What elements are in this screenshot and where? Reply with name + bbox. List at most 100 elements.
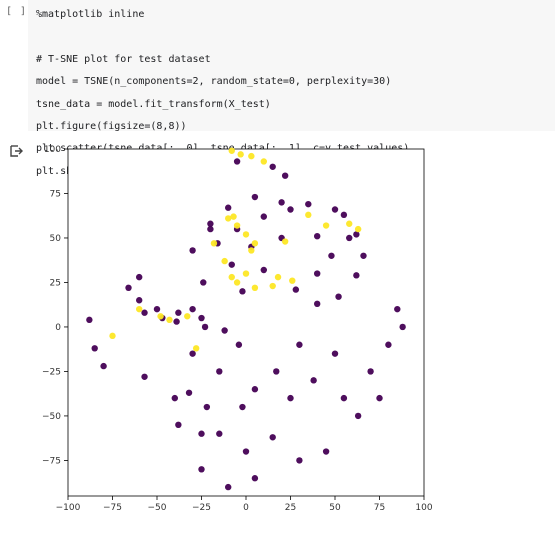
scatter-point-class-1 xyxy=(166,316,173,324)
scatter-point-class-0 xyxy=(251,193,259,201)
scatter-point-class-0 xyxy=(269,434,276,441)
scatter-point-class-1 xyxy=(274,273,282,281)
scatter-point-class-0 xyxy=(221,327,228,334)
scatter-point-class-0 xyxy=(136,297,143,304)
scatter-point-class-0 xyxy=(260,213,267,220)
scatter-point-class-0 xyxy=(296,341,303,348)
scatter-point-class-1 xyxy=(228,273,235,281)
scatter-point-class-0 xyxy=(228,261,235,268)
scatter-point-class-0 xyxy=(225,204,232,211)
scatter-point-class-1 xyxy=(354,225,362,233)
scatter-point-class-0 xyxy=(354,412,362,420)
scatter-point-class-0 xyxy=(314,232,321,240)
scatter-point-class-0 xyxy=(376,394,383,402)
code-line xyxy=(28,22,555,44)
scatter-point-class-0 xyxy=(273,368,280,375)
scatter-point-class-0 xyxy=(175,421,182,429)
scatter-point-class-1 xyxy=(225,215,232,222)
scatter-point-class-1 xyxy=(233,222,241,229)
scatter-point-class-0 xyxy=(136,273,143,281)
y-tick-label: −50 xyxy=(42,412,61,422)
scatter-plot-output: −100 −75 −50 −25 0 25 50 75 100 −75 −50 −25 0 25 50 75 1… xyxy=(0,132,555,531)
y-tick-label: 25 xyxy=(50,278,61,288)
scatter-point-class-0 xyxy=(216,430,223,437)
scatter-point-class-0 xyxy=(260,266,267,274)
scatter-point-class-0 xyxy=(171,394,178,402)
scatter-point-class-1 xyxy=(221,257,228,265)
scatter-point-class-0 xyxy=(235,341,243,348)
y-tick-label: 100 xyxy=(44,145,61,155)
code-line: plt.figure(figsize=(8,8)) xyxy=(36,121,187,133)
scatter-point-class-0 xyxy=(340,394,348,402)
x-tick-label: −25 xyxy=(192,503,211,513)
x-tick-label: −75 xyxy=(103,503,122,513)
scatter-point-class-0 xyxy=(310,377,317,384)
scatter-point-class-1 xyxy=(242,270,250,277)
scatter-point-class-0 xyxy=(198,430,205,437)
scatter-point-class-0 xyxy=(331,206,339,213)
x-tick-label: 0 xyxy=(243,503,249,513)
scatter-point-class-0 xyxy=(125,284,132,291)
scatter-point-class-0 xyxy=(314,270,321,277)
scatter-point-class-0 xyxy=(353,272,360,279)
x-tick-label: 75 xyxy=(374,503,385,513)
scatter-point-class-1 xyxy=(237,151,244,158)
scatter-point-class-0 xyxy=(251,475,259,482)
code-cell[interactable]: [ ] %matplotlib inline # T-SNE plot for … xyxy=(0,0,555,177)
scatter-point-class-0 xyxy=(385,341,392,348)
code-editor[interactable]: %matplotlib inline # T-SNE plot for test… xyxy=(28,0,555,177)
scatter-point-class-0 xyxy=(367,368,374,375)
scatter-point-class-0 xyxy=(394,305,401,313)
scatter-point-class-0 xyxy=(200,279,207,286)
scatter-point-class-0 xyxy=(153,305,161,313)
scatter-point-class-0 xyxy=(281,172,289,179)
scatter-point-class-1 xyxy=(230,213,237,220)
scatter-point-class-0 xyxy=(399,323,406,331)
scatter-point-class-1 xyxy=(109,332,116,340)
output-arrow-icon[interactable] xyxy=(9,143,25,157)
cell-run-prompt[interactable]: [ ] xyxy=(6,6,28,17)
scatter-point-class-0 xyxy=(207,225,214,233)
scatter-point-class-0 xyxy=(198,466,205,473)
scatter-point-class-1 xyxy=(281,238,289,245)
plot-axes-frame xyxy=(67,148,425,497)
scatter-point-class-0 xyxy=(287,394,294,402)
y-tick-label: −25 xyxy=(42,367,61,377)
scatter-point-class-0 xyxy=(292,286,300,293)
scatter-point-class-0 xyxy=(251,386,259,393)
tsne-scatter-chart: −100 −75 −50 −25 0 25 50 75 100 −75 −50 −25 0 25 50 75 1… xyxy=(42,145,433,513)
scatter-point-class-0 xyxy=(328,252,335,259)
scatter-point-class-0 xyxy=(287,206,294,213)
scatter-point-class-1 xyxy=(289,277,296,284)
scatter-point-class-0 xyxy=(141,373,148,380)
code-line: tsne_data = model.fit_transform(X_test) xyxy=(36,98,271,110)
scatter-point-class-0 xyxy=(242,448,250,455)
y-tick-label: −75 xyxy=(42,456,61,466)
code-line: %matplotlib inline xyxy=(36,9,145,20)
scatter-point-class-0 xyxy=(91,345,98,352)
scatter-point-class-0 xyxy=(185,389,193,396)
scatter-point-class-1 xyxy=(192,345,200,352)
x-tick-label: 50 xyxy=(329,503,341,513)
scatter-point-class-0 xyxy=(189,350,196,357)
code-line: # T-SNE plot for test dataset xyxy=(36,53,211,65)
x-tick-label: −100 xyxy=(56,503,81,513)
scatter-point-class-1 xyxy=(157,313,164,320)
scatter-point-class-1 xyxy=(210,240,218,247)
scatter-point-class-1 xyxy=(184,313,191,320)
scatter-point-class-0 xyxy=(353,231,360,238)
x-tick-label: 100 xyxy=(415,503,432,513)
scatter-point-class-1 xyxy=(322,222,330,229)
scatter-point-class-1 xyxy=(346,220,353,227)
y-tick-label: 75 xyxy=(50,189,61,199)
scatter-point-class-0 xyxy=(340,211,348,219)
scatter-point-class-0 xyxy=(346,234,353,242)
scatter-point-class-1 xyxy=(248,247,255,254)
scatter-point-class-0 xyxy=(296,457,303,464)
scatter-point-class-0 xyxy=(198,314,205,322)
scatter-point-class-1 xyxy=(269,282,276,290)
scatter-point-class-0 xyxy=(225,483,232,491)
scatter-point-class-0 xyxy=(360,252,367,259)
scatter-point-class-0 xyxy=(207,220,214,227)
scatter-point-class-0 xyxy=(100,362,107,370)
